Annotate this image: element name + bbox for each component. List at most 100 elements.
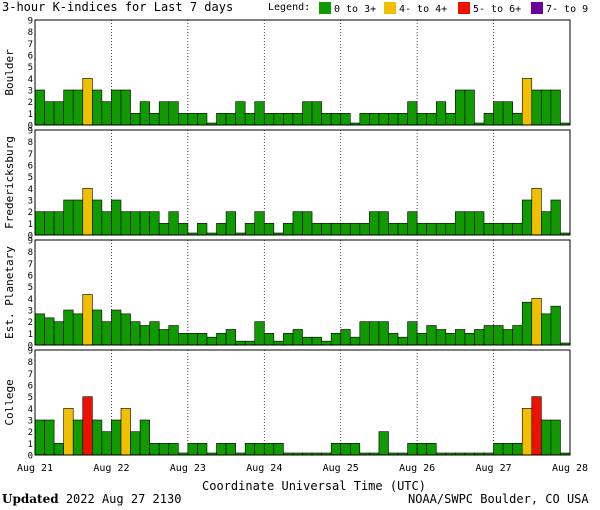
legend-swatch-yellow (384, 2, 396, 14)
bar (101, 101, 112, 126)
bar (512, 325, 523, 346)
bar (397, 336, 408, 346)
bar (359, 223, 370, 236)
bar (493, 443, 504, 456)
bar (311, 336, 322, 346)
bar (388, 113, 399, 126)
bar (34, 419, 45, 456)
bar (44, 419, 55, 456)
panel-name: Fredericksburg (3, 136, 16, 229)
y-tick-label: 2 (28, 98, 33, 108)
bar (521, 408, 533, 456)
bar (416, 443, 427, 456)
bar (82, 78, 93, 126)
panel-fredericksburg: 0 1 23 4 56 7 89 Fredericksburg (3, 127, 571, 242)
bar (72, 419, 84, 456)
bar (120, 89, 131, 126)
legend-swatch-red (458, 2, 470, 14)
bar (53, 443, 64, 456)
bar (407, 321, 418, 346)
bar (244, 443, 256, 456)
bar (72, 199, 84, 236)
bar (493, 223, 504, 236)
legend-label-4: 4- to 4+ (399, 4, 448, 15)
bar (455, 329, 466, 346)
bar (158, 101, 170, 126)
bar (521, 78, 533, 126)
legend-title: Legend: (268, 2, 311, 13)
y-tick-label: 9 (28, 347, 33, 357)
bar (92, 199, 103, 236)
bar (82, 396, 93, 456)
bar (225, 443, 236, 456)
bar (168, 443, 179, 456)
bar (225, 211, 236, 236)
bar (464, 211, 475, 236)
bar (149, 113, 160, 126)
bar (330, 443, 342, 456)
bar (44, 101, 55, 126)
y-tick-label: 6 (28, 382, 33, 392)
x-tick-label: Aug 25 (323, 463, 359, 474)
bar (34, 89, 45, 126)
updated-label: Updated (2, 492, 59, 506)
bar (197, 113, 208, 126)
bar (130, 211, 141, 236)
bar (63, 309, 74, 346)
y-tick-label: 0 (28, 122, 33, 132)
bar (44, 317, 55, 346)
bar (302, 101, 313, 126)
bar (359, 113, 370, 126)
bar (187, 333, 198, 346)
bar (63, 199, 74, 236)
bar (34, 211, 45, 236)
bar (378, 113, 389, 126)
bar (416, 223, 427, 236)
bar (139, 101, 150, 126)
legend-label-7-9: 7- to 9 (546, 4, 589, 15)
bar (369, 211, 380, 236)
panel-frame (34, 19, 571, 126)
bar (168, 211, 179, 236)
y-tick-label: 7 (28, 260, 33, 270)
y-tick-label: 4 (28, 75, 33, 85)
bar (330, 223, 342, 236)
bar (283, 113, 294, 126)
bar (225, 113, 236, 126)
bar (187, 443, 198, 456)
x-tick-label: Aug 22 (93, 463, 129, 474)
bar (168, 101, 179, 126)
bar (263, 113, 275, 126)
panel-name: Est. Planetary (3, 246, 16, 339)
y-tick-label: 0 (28, 452, 33, 462)
bar (483, 223, 494, 236)
bar (263, 333, 275, 346)
legend-label-0-3: 0 to 3+ (334, 4, 377, 15)
bar (388, 333, 399, 346)
bar (493, 325, 504, 346)
bar (139, 419, 150, 456)
bar (130, 113, 141, 126)
bar (369, 113, 380, 126)
y-tick-label: 2 (28, 208, 33, 218)
bar (263, 223, 275, 236)
legend-item-5-6: 5- to 6+ (458, 2, 521, 15)
bar (426, 325, 437, 346)
bar (541, 89, 552, 126)
x-tick-label: Aug 27 (476, 463, 512, 474)
bar (120, 408, 131, 456)
y-tick-label: 7 (28, 370, 33, 380)
bar (111, 419, 122, 456)
y-tick-label: 6 (28, 162, 33, 172)
bar (82, 188, 93, 236)
bar (149, 211, 160, 236)
y-tick-label: 5 (28, 173, 33, 183)
bar (330, 333, 342, 346)
bar (292, 113, 303, 126)
y-tick-label: 2 (28, 428, 33, 438)
bar (311, 101, 322, 126)
bar (292, 211, 303, 236)
bar (416, 113, 427, 126)
bar (254, 101, 265, 126)
